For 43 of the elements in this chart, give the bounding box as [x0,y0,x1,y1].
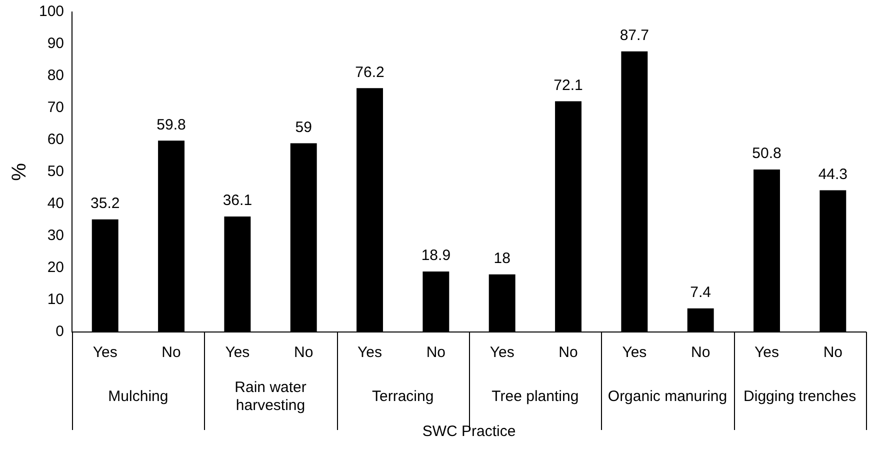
x-tick-label: Yes [622,344,647,362]
y-tick-label: 80 [47,67,64,84]
data-label: 76.2 [355,64,384,81]
x-tick-label: Yes [490,344,514,362]
x-tick-label: Yes [754,344,779,362]
data-label: 44.3 [818,166,848,183]
y-tick-label: 50 [47,163,64,180]
data-label: 36.1 [222,192,252,210]
text: Terracing [372,388,434,406]
y-tick-label: 40 [47,195,64,212]
x-tick-label: Yes [92,344,118,362]
y-tick-label: 70 [47,99,64,116]
y-tick-label: 30 [47,227,64,244]
text: Tree planting [492,388,579,406]
data-label: 7.4 [690,284,712,301]
data-label: 59.8 [156,116,186,134]
x-tick-label: No [690,344,710,362]
text: Mulching [108,388,168,406]
data-label: 72.1 [554,76,583,94]
y-tick-label: 90 [47,35,64,52]
x-tick-label: No [162,344,181,362]
x-axis-title: SWC Practice [422,423,516,440]
data-label: 18 [494,250,510,268]
y-axis-title: % [8,162,31,181]
y-tick-label: 60 [47,131,64,148]
y-tick-label: 0 [56,323,64,340]
data-label: 50.8 [752,145,782,162]
data-label: 59 [295,118,312,136]
x-tick-label: No [294,344,314,362]
y-tick-label: 20 [47,259,64,276]
text: Rain water harvesting [234,379,306,414]
data-label: 87.7 [620,27,650,44]
x-tick-label: No [558,344,578,362]
text: Organic manuring [608,388,728,406]
text: Digging trenches [744,388,856,406]
y-tick-label: 100 [38,3,64,20]
data-label: 35.2 [90,195,120,212]
x-tick-label: Yes [225,344,250,362]
x-tick-label: Yes [358,344,382,362]
x-tick-label: No [426,344,446,362]
y-tick-label: 10 [47,291,64,308]
x-tick-label: No [823,344,843,362]
data-label: 18.9 [421,247,451,264]
